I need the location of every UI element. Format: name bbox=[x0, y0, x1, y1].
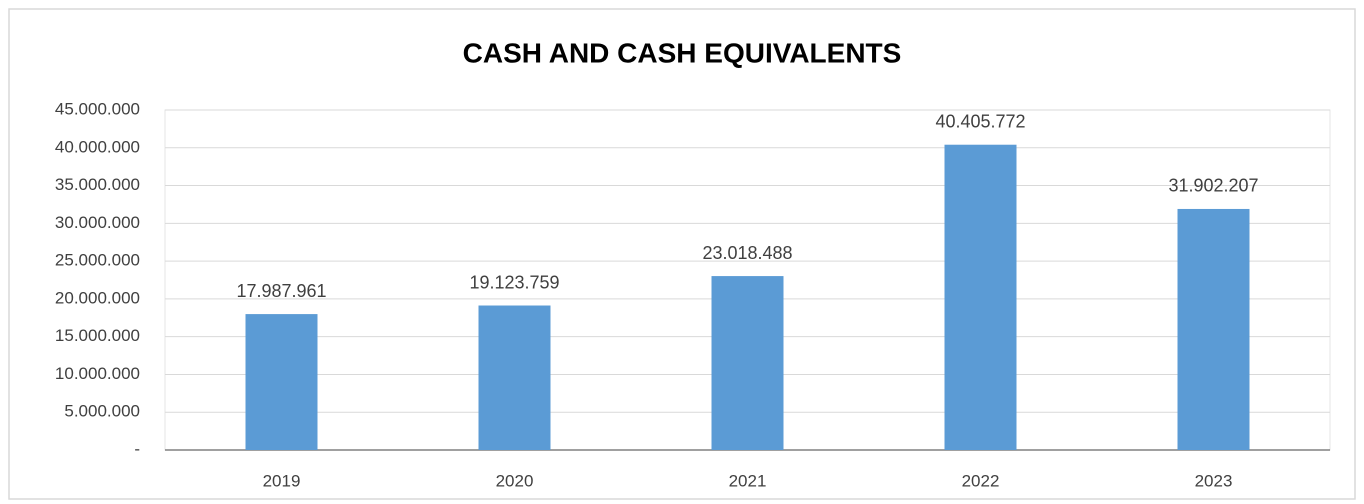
data-label: 31.902.207 bbox=[1168, 176, 1258, 196]
bar bbox=[711, 276, 784, 450]
y-tick-label: 20.000.000 bbox=[55, 288, 140, 307]
data-label: 23.018.488 bbox=[702, 243, 792, 263]
bar bbox=[944, 144, 1017, 450]
x-tick-label: 2020 bbox=[496, 471, 534, 490]
data-label: 40.405.772 bbox=[935, 111, 1025, 131]
y-tick-label: 5.000.000 bbox=[64, 402, 140, 421]
x-tick-label: 2021 bbox=[729, 471, 767, 490]
chart-title: CASH AND CASH EQUIVALENTS bbox=[463, 37, 902, 68]
y-tick-label: - bbox=[134, 439, 140, 458]
y-tick-label: 40.000.000 bbox=[55, 137, 140, 156]
bar bbox=[1177, 208, 1250, 450]
bar bbox=[245, 314, 318, 450]
x-tick-label: 2019 bbox=[263, 471, 301, 490]
y-tick-label: 10.000.000 bbox=[55, 364, 140, 383]
y-tick-label: 25.000.000 bbox=[55, 251, 140, 270]
y-tick-label: 45.000.000 bbox=[55, 99, 140, 118]
y-tick-label: 35.000.000 bbox=[55, 175, 140, 194]
data-label: 19.123.759 bbox=[469, 272, 559, 292]
y-tick-label: 30.000.000 bbox=[55, 213, 140, 232]
y-tick-label: 15.000.000 bbox=[55, 326, 140, 345]
x-tick-label: 2022 bbox=[962, 471, 1000, 490]
x-tick-label: 2023 bbox=[1195, 471, 1233, 490]
bar bbox=[478, 305, 551, 450]
data-label: 17.987.961 bbox=[236, 281, 326, 301]
